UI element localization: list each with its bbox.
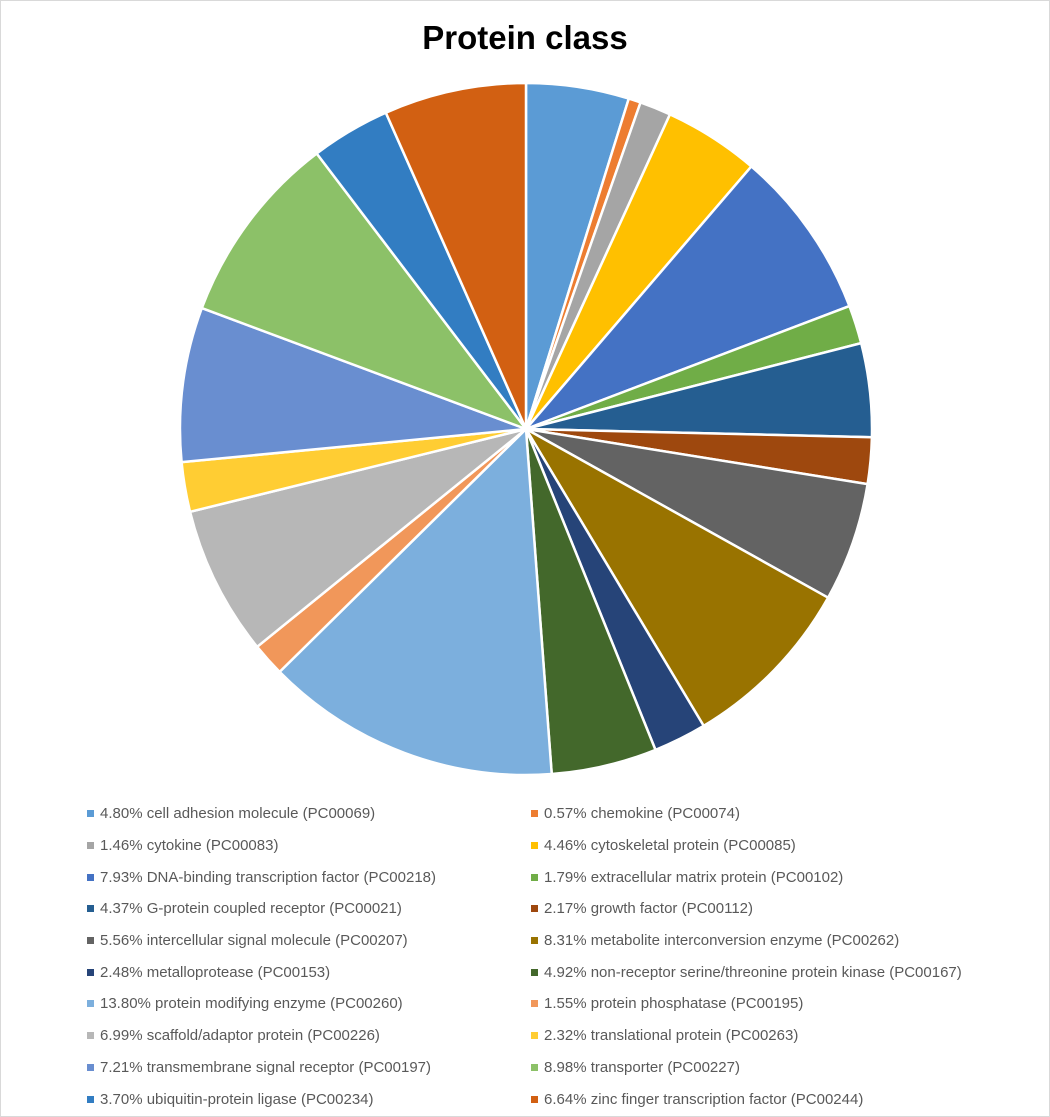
legend-swatch-7 xyxy=(531,905,538,913)
pie-slice-16 xyxy=(178,306,528,464)
legend-item-4: 7.93% DNA-binding transcription factor (… xyxy=(87,861,531,893)
legend-item-10: 2.48% metalloprotease (PC00153) xyxy=(87,956,531,988)
legend-item-5: 1.79% extracellular matrix protein (PC00… xyxy=(531,861,1031,893)
legend-item-1: 0.57% chemokine (PC00074) xyxy=(531,798,1031,830)
legend-label-0: 4.80% cell adhesion molecule (PC00069) xyxy=(100,805,376,823)
legend-label-19: 6.64% zinc finger transcription factor (… xyxy=(544,1090,864,1108)
legend-item-0: 4.80% cell adhesion molecule (PC00069) xyxy=(87,798,531,830)
legend-item-6: 4.37% G-protein coupled receptor (PC0002… xyxy=(87,893,531,925)
legend-label-5: 1.79% extracellular matrix protein (PC00… xyxy=(544,868,844,886)
legend-label-8: 5.56% intercellular signal molecule (PC0… xyxy=(100,932,408,950)
legend-label-9: 8.31% metabolite interconversion enzyme … xyxy=(544,932,900,950)
legend-label-13: 1.55% protein phosphatase (PC00195) xyxy=(544,995,804,1013)
chart-title: Protein class xyxy=(422,19,628,56)
legend-label-4: 7.93% DNA-binding transcription factor (… xyxy=(100,868,436,886)
legend-swatch-3 xyxy=(531,842,538,850)
legend-item-7: 2.17% growth factor (PC00112) xyxy=(531,893,1031,925)
legend-swatch-16 xyxy=(87,1063,94,1071)
legend-label-15: 2.32% translational protein (PC00263) xyxy=(544,1027,799,1045)
legend-label-12: 13.80% protein modifying enzyme (PC00260… xyxy=(100,995,403,1013)
legend-item-19: 6.64% zinc finger transcription factor (… xyxy=(531,1083,1031,1115)
legend-swatch-18 xyxy=(87,1095,94,1103)
legend-label-16: 7.21% transmembrane signal receptor (PC0… xyxy=(100,1058,432,1076)
legend-item-17: 8.98% transporter (PC00227) xyxy=(531,1052,1031,1084)
legend-swatch-6 xyxy=(87,905,94,913)
legend-label-18: 3.70% ubiquitin-protein ligase (PC00234) xyxy=(100,1090,374,1108)
pie-slice-14 xyxy=(188,427,528,649)
legend: 4.80% cell adhesion molecule (PC00069) 0.… xyxy=(87,798,1037,1115)
legend-swatch-12 xyxy=(87,1000,94,1008)
pie-chart xyxy=(178,81,874,777)
legend-swatch-14 xyxy=(87,1032,94,1040)
legend-item-8: 5.56% intercellular signal molecule (PC0… xyxy=(87,925,531,957)
legend-item-11: 4.92% non-receptor serine/threonine prot… xyxy=(531,956,1031,988)
legend-swatch-17 xyxy=(531,1063,538,1071)
legend-item-13: 1.55% protein phosphatase (PC00195) xyxy=(531,988,1031,1020)
legend-swatch-11 xyxy=(531,968,538,976)
legend-swatch-10 xyxy=(87,968,94,976)
legend-item-18: 3.70% ubiquitin-protein ligase (PC00234) xyxy=(87,1083,531,1115)
pie-slice-9 xyxy=(524,427,830,728)
legend-swatch-13 xyxy=(531,1000,538,1008)
pie-slice-4 xyxy=(524,165,851,431)
legend-label-11: 4.92% non-receptor serine/threonine prot… xyxy=(544,963,962,981)
legend-swatch-9 xyxy=(531,937,538,945)
legend-swatch-19 xyxy=(531,1095,538,1103)
legend-item-16: 7.21% transmembrane signal receptor (PC0… xyxy=(87,1052,531,1084)
legend-swatch-5 xyxy=(531,873,538,881)
legend-label-10: 2.48% metalloprotease (PC00153) xyxy=(100,963,331,981)
legend-item-3: 4.46% cytoskeletal protein (PC00085) xyxy=(531,830,1031,862)
pie-slice-17 xyxy=(200,152,528,431)
legend-label-7: 2.17% growth factor (PC00112) xyxy=(544,900,753,918)
legend-item-2: 1.46% cytokine (PC00083) xyxy=(87,830,531,862)
legend-label-6: 4.37% G-protein coupled receptor (PC0002… xyxy=(100,900,402,918)
legend-item-12: 13.80% protein modifying enzyme (PC00260… xyxy=(87,988,531,1020)
legend-swatch-8 xyxy=(87,937,94,945)
legend-item-15: 2.32% translational protein (PC00263) xyxy=(531,1020,1031,1052)
legend-label-2: 1.46% cytokine (PC00083) xyxy=(100,837,279,855)
pie-slice-19 xyxy=(384,81,528,431)
legend-swatch-4 xyxy=(87,873,94,881)
legend-label-3: 4.46% cytoskeletal protein (PC00085) xyxy=(544,837,796,855)
legend-item-9: 8.31% metabolite interconversion enzyme … xyxy=(531,925,1031,957)
legend-swatch-0 xyxy=(87,810,94,818)
legend-swatch-2 xyxy=(87,842,94,850)
legend-label-17: 8.98% transporter (PC00227) xyxy=(544,1058,740,1076)
legend-swatch-1 xyxy=(531,810,538,818)
legend-swatch-15 xyxy=(531,1032,538,1040)
pie-slice-12 xyxy=(278,427,553,777)
legend-label-14: 6.99% scaffold/adaptor protein (PC00226) xyxy=(100,1027,380,1045)
legend-label-1: 0.57% chemokine (PC00074) xyxy=(544,805,740,823)
legend-item-14: 6.99% scaffold/adaptor protein (PC00226) xyxy=(87,1020,531,1052)
